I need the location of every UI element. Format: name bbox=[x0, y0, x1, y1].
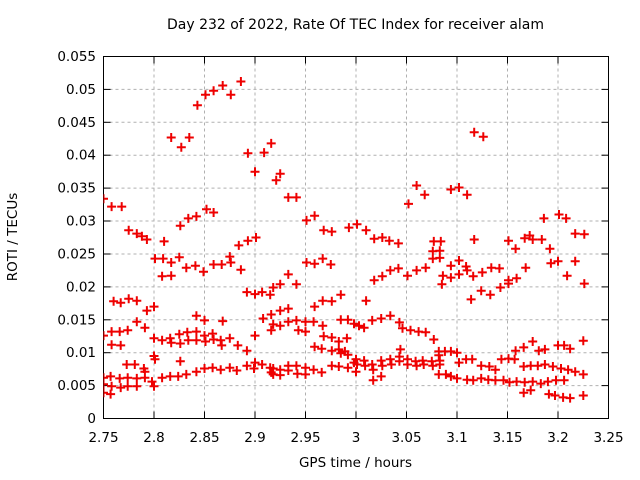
x-axis-label: GPS time / hours bbox=[299, 455, 412, 471]
y-tick-label: 0.01 bbox=[66, 345, 96, 361]
y-tick-label: 0.015 bbox=[57, 312, 96, 328]
y-tick-label: 0.035 bbox=[57, 181, 96, 197]
axis-ticks bbox=[103, 56, 609, 419]
y-tick-labels: 0 0.005 0.01 0.015 0.02 0.025 0.03 0.035 0.04 0.0… bbox=[57, 49, 96, 427]
x-tick-label: 3.15 bbox=[492, 430, 522, 446]
y-tick-label: 0 bbox=[87, 411, 96, 427]
chart-title: Day 232 of 2022, Rate Of TEC Index for r… bbox=[167, 17, 544, 33]
x-tick-label: 2.85 bbox=[189, 430, 219, 446]
y-tick-label: 0.045 bbox=[57, 115, 96, 131]
x-tick-label: 3.25 bbox=[593, 430, 623, 446]
y-tick-label: 0.025 bbox=[57, 247, 96, 263]
x-tick-label: 3.2 bbox=[547, 430, 568, 446]
y-tick-label: 0.055 bbox=[57, 49, 96, 65]
x-tick-label: 2.75 bbox=[88, 430, 118, 446]
y-axis-label: ROTI / TECUs bbox=[5, 193, 21, 281]
x-tick-label: 3.05 bbox=[391, 430, 421, 446]
y-tick-label: 0.03 bbox=[66, 214, 96, 230]
scatter-plus-markers bbox=[103, 77, 589, 403]
x-tick-labels: 2.75 2.8 2.85 2.9 2.95 3 3.05 3.1 3.15 3.2 3.25 bbox=[88, 430, 623, 446]
y-tick-label: 0.05 bbox=[66, 82, 96, 98]
x-tick-label: 2.8 bbox=[143, 430, 164, 446]
y-tick-label: 0.04 bbox=[66, 148, 96, 164]
gridlines bbox=[103, 56, 609, 419]
x-tick-label: 2.9 bbox=[244, 430, 265, 446]
x-tick-label: 2.95 bbox=[290, 430, 320, 446]
x-tick-label: 3.1 bbox=[446, 430, 467, 446]
y-tick-label: 0.02 bbox=[66, 279, 96, 295]
plot-border bbox=[103, 56, 609, 419]
y-tick-label: 0.005 bbox=[57, 378, 96, 394]
data-points bbox=[103, 77, 589, 403]
x-tick-label: 3 bbox=[352, 430, 361, 446]
